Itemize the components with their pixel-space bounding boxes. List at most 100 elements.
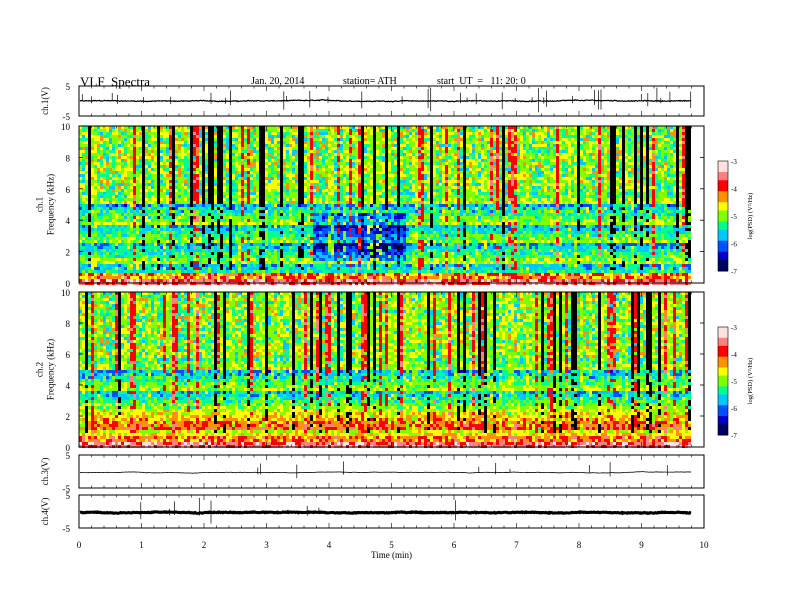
- ch1-spectrogram-cells: [79, 126, 691, 285]
- ch1-spectrogram-cell: [478, 138, 481, 141]
- ch1-spectrogram-cell: [376, 147, 379, 150]
- ch1-spectrogram-cell: [454, 147, 457, 150]
- ch1-spectrogram-cell: [418, 129, 421, 132]
- ch1-spectrogram-cell: [502, 129, 505, 132]
- ch1-spectrogram-cell: [262, 138, 265, 141]
- ch1-spectrogram-cell: [568, 129, 571, 132]
- ch1-spectrogram-cell: [376, 135, 379, 138]
- ch1-spectrogram-cell: [127, 141, 130, 144]
- ch1-spectrogram-cell: [217, 132, 220, 135]
- ch1-spectrogram-cell: [526, 144, 529, 147]
- ch1-spectrogram-cell: [646, 138, 649, 141]
- ch1-spectrogram-cell: [349, 129, 352, 132]
- ch1-spectrogram-cell: [409, 147, 412, 150]
- ch1-spectrogram-cell: [520, 129, 523, 132]
- ch1-spectrogram-cell: [682, 141, 685, 144]
- ch1-spectrogram-cell: [439, 147, 442, 150]
- ch1-spectrogram-cell: [433, 138, 436, 141]
- ch1-spectrogram-cell: [166, 141, 169, 144]
- ch1-spectrogram-cell: [526, 129, 529, 132]
- ch1-spectrogram-cell: [505, 144, 508, 147]
- ch1-spectrogram-cell: [541, 132, 544, 135]
- ch1-spectrogram-cell: [406, 135, 409, 138]
- ch1-spectrogram-cell: [253, 147, 256, 150]
- ch1-spectrogram-cell: [112, 147, 115, 150]
- ch1-spectrogram-cell: [661, 138, 664, 141]
- ch1-spectrogram-cell: [124, 147, 127, 150]
- ch1-spectrogram-cell: [208, 141, 211, 144]
- ch1-spectrogram-cell: [259, 138, 262, 141]
- ch1-spectrogram-cell: [529, 141, 532, 144]
- ch1-spectrogram-cell: [478, 129, 481, 132]
- ch1-spectrogram-cell: [655, 138, 658, 141]
- ch1-spectrogram-cell: [310, 147, 313, 150]
- ch1-spectrogram-cell: [523, 141, 526, 144]
- ch1-spectrogram-cell: [436, 129, 439, 132]
- ch1-spectrogram-cell: [568, 138, 571, 141]
- ch1-spectrogram-cell: [277, 141, 280, 144]
- ch1-spectrogram-cell: [628, 129, 631, 132]
- ch1-spectrogram-cell: [142, 129, 145, 132]
- ch1-spectrogram-cell: [265, 144, 268, 147]
- ch1-spectrogram-cell: [496, 138, 499, 141]
- ch1-spectrogram-cell: [214, 141, 217, 144]
- ch1-spectrogram-cell: [253, 141, 256, 144]
- ch1-spectrogram-cell: [433, 135, 436, 138]
- ch1-spectrogram-cell: [397, 135, 400, 138]
- ch1-spectrogram-cell: [331, 135, 334, 138]
- ch1-spectrogram-cell: [214, 135, 217, 138]
- ch1-spectrogram-cell: [532, 132, 535, 135]
- ch1-spectrogram-cell: [580, 132, 583, 135]
- ch1-spectrogram-cell: [367, 147, 370, 150]
- ch1-spectrogram-cell: [367, 135, 370, 138]
- ch1-spectrogram-cell: [364, 135, 367, 138]
- ch1-spectrogram-cell: [529, 129, 532, 132]
- ch1-spectrogram-cell: [121, 144, 124, 147]
- ch1-spectrogram-cell: [178, 129, 181, 132]
- ch1-spectrogram-cell: [274, 138, 277, 141]
- ch1-spectrogram-cell: [499, 141, 502, 144]
- ch1-spectrogram-cell: [664, 135, 667, 138]
- ch1-spectrogram-cell: [457, 144, 460, 147]
- ch1-spectrogram-cell: [202, 141, 205, 144]
- ch1-spectrogram-cell: [169, 132, 172, 135]
- ch1-spectrogram-cell: [409, 144, 412, 147]
- ch1-spectrogram-cell: [373, 141, 376, 144]
- ch1-spectrogram-cell: [238, 141, 241, 144]
- ch1-spectrogram-cell: [388, 132, 391, 135]
- ch1-spectrogram-cell: [382, 132, 385, 135]
- ch1-spectrogram-cell: [415, 138, 418, 141]
- ch1-spectrogram-cell: [589, 138, 592, 141]
- ch1-spectrogram-cell: [148, 141, 151, 144]
- ch1-spectrogram-cell: [559, 141, 562, 144]
- ch1-spectrogram-cell: [181, 141, 184, 144]
- ch1-spectrogram-cell: [514, 144, 517, 147]
- ch1-spectrogram-cell: [304, 129, 307, 132]
- ch1-spectrogram-cell: [154, 141, 157, 144]
- ch1-spectrogram-cell: [319, 138, 322, 141]
- ch1-spectrogram-cell: [325, 129, 328, 132]
- ch1-spectrogram-cell: [337, 135, 340, 138]
- ch1-spectrogram-cell: [226, 132, 229, 135]
- ch1-spectrogram-cell: [667, 135, 670, 138]
- ch1-spectrogram-cell: [136, 135, 139, 138]
- ch1-spectrogram-cell: [487, 144, 490, 147]
- ch1-spectrogram-cell: [289, 147, 292, 150]
- ch1-spectrogram-cell: [484, 129, 487, 132]
- ch1-spectrogram-cell: [127, 144, 130, 147]
- ch1-spectrogram-cell: [292, 135, 295, 138]
- ch1-spectrogram-cell: [325, 135, 328, 138]
- ch1-spectrogram-cell: [604, 135, 607, 138]
- ch1-spectrogram-cell: [193, 138, 196, 141]
- ch1-spectrogram-cell: [580, 138, 583, 141]
- ch1-spectrogram-cell: [313, 138, 316, 141]
- ch1-spectrogram-cell: [532, 144, 535, 147]
- ch1-spectrogram-cell: [472, 141, 475, 144]
- ch1-spectrogram-cell: [610, 141, 613, 144]
- ch1-spectrogram-cell: [598, 129, 601, 132]
- ch1-spectrogram-cell: [448, 138, 451, 141]
- ch1-spectrogram-cell: [400, 147, 403, 150]
- ch1-spectrogram-cell: [160, 147, 163, 150]
- ch1-spectrogram-cell: [172, 144, 175, 147]
- ch1-spectrogram-cell: [82, 129, 85, 132]
